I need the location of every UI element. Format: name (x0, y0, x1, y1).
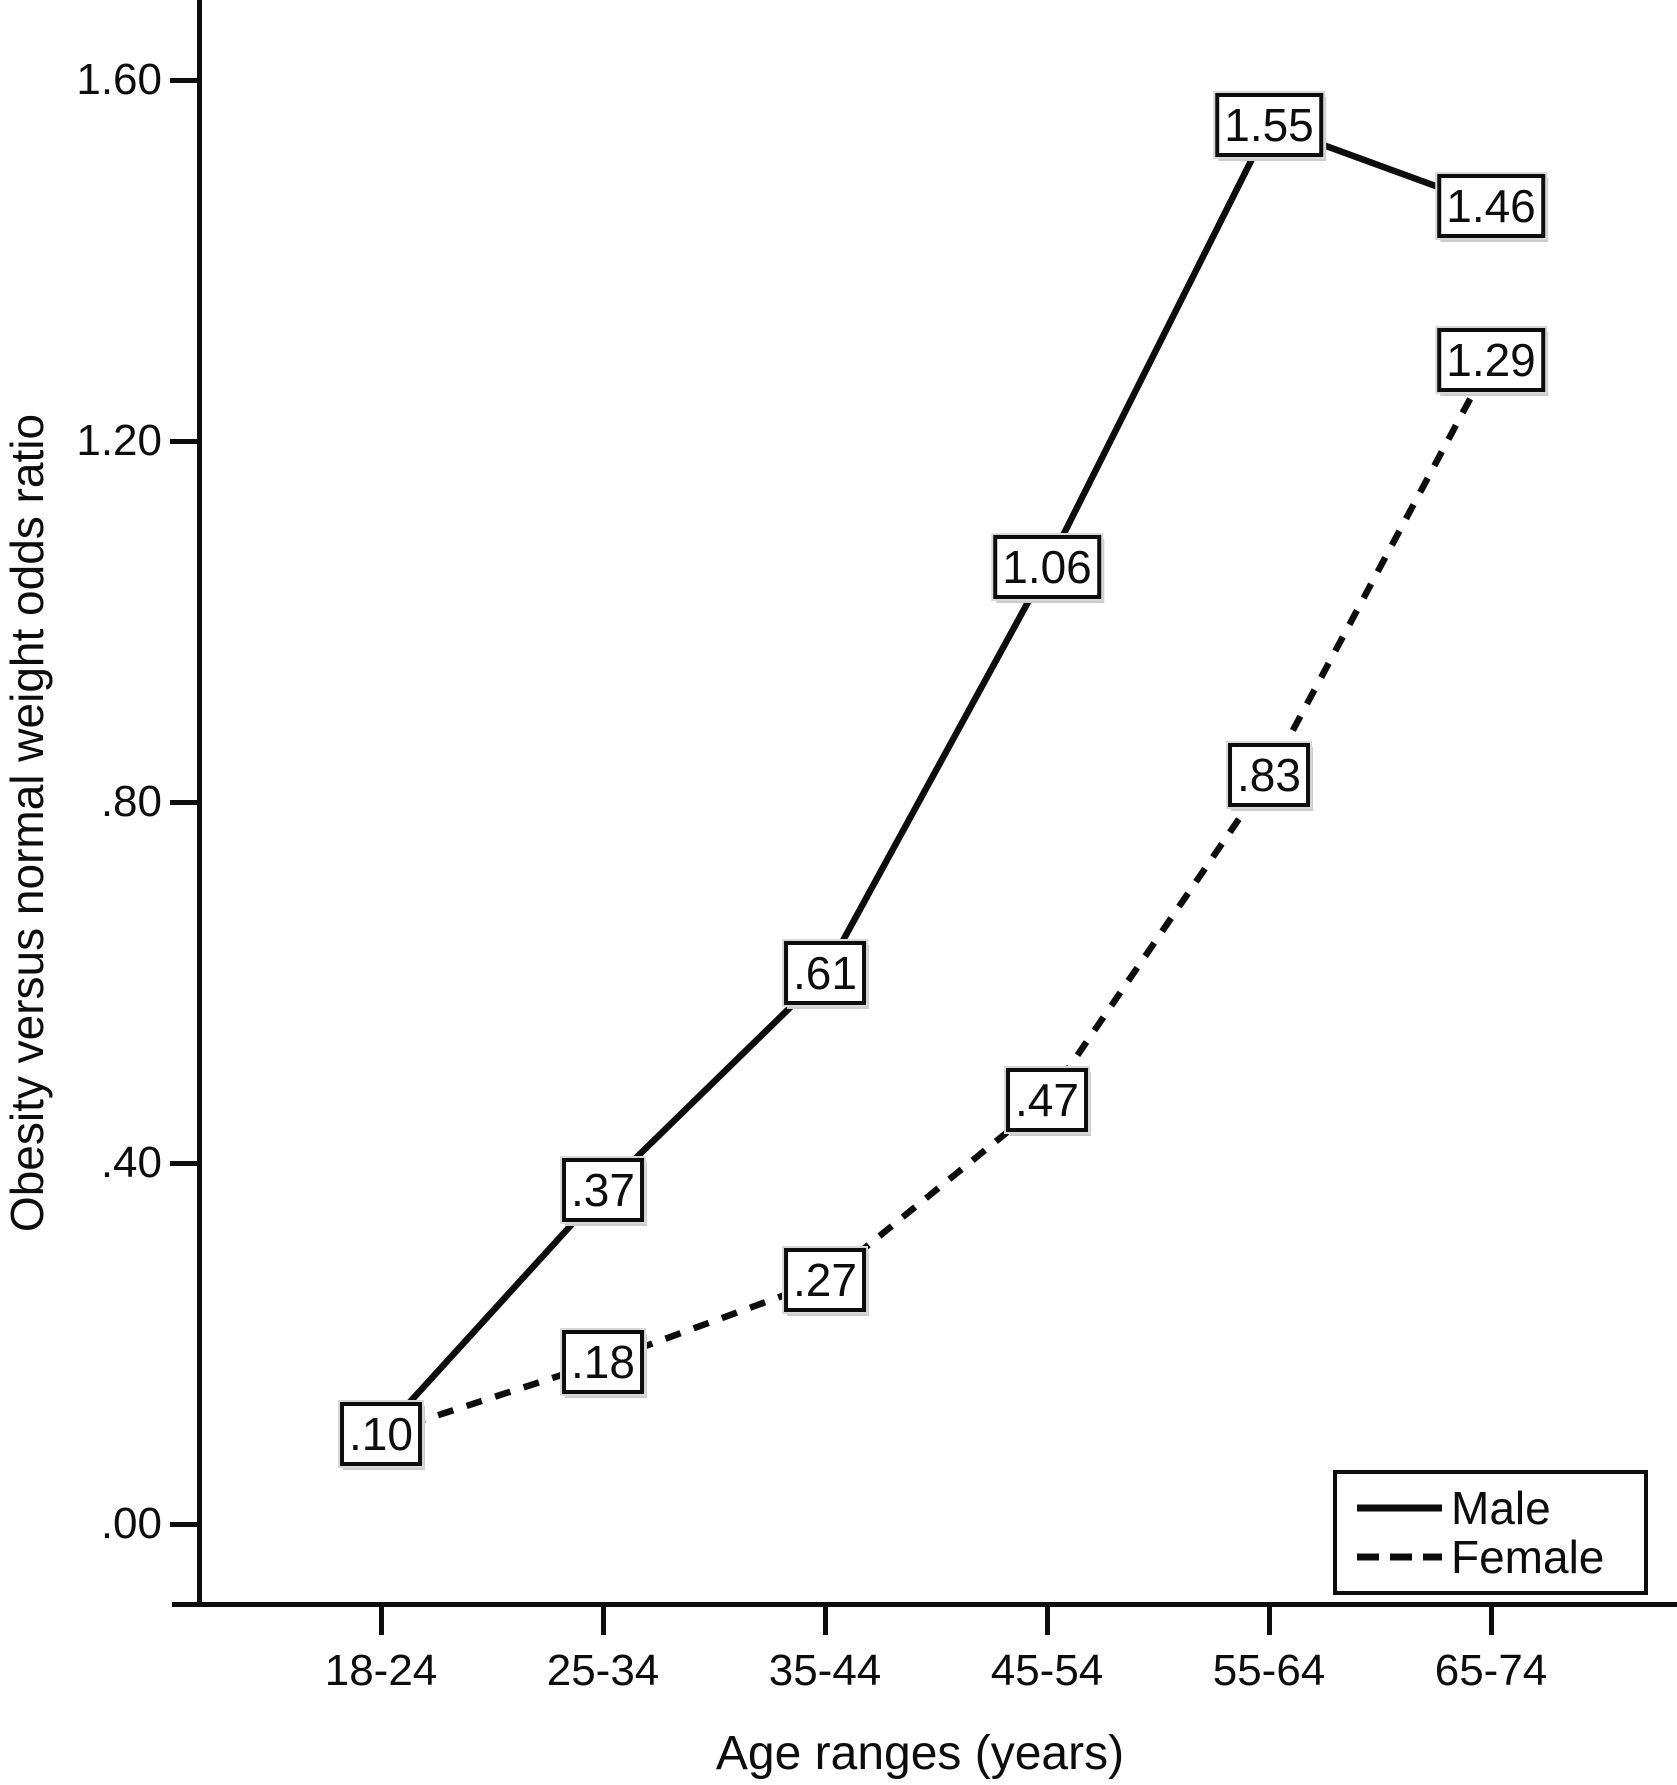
y-tick-label: .80 (100, 777, 162, 826)
y-tick-label: 1.20 (76, 416, 162, 465)
data-label-box: .18 (562, 1329, 644, 1394)
male-line (378, 121, 1493, 1436)
data-label-box: 1.06 (993, 535, 1101, 600)
data-label-box: .83 (1228, 742, 1310, 807)
data-label-box: .27 (784, 1248, 866, 1313)
y-tick (170, 1521, 198, 1527)
legend-row-female: Female (1337, 1531, 1644, 1583)
x-axis-line (172, 1602, 1677, 1607)
x-tick-label: 18-24 (324, 1646, 438, 1695)
x-tick (1044, 1607, 1050, 1635)
legend-row-male: Male (1337, 1482, 1644, 1534)
male-line-swatch (1357, 1504, 1442, 1512)
x-tick (600, 1607, 606, 1635)
y-axis-title: Obesity versus normal weight odds ratio (1, 413, 53, 1233)
x-tick-label: 35-44 (768, 1646, 882, 1695)
x-tick (378, 1607, 384, 1635)
data-label-box: .61 (784, 941, 866, 1006)
legend-label-female: Female (1451, 1531, 1605, 1583)
data-label-box: .10 (340, 1401, 422, 1466)
x-tick-label: 55-64 (1212, 1646, 1326, 1695)
x-tick (1266, 1607, 1272, 1635)
legend-label-male: Male (1451, 1482, 1551, 1534)
data-label-box: 1.55 (1215, 93, 1323, 158)
x-tick-label: 45-54 (990, 1646, 1104, 1695)
y-tick (170, 77, 198, 83)
female-line-swatch (1357, 1553, 1442, 1561)
female-line (379, 358, 1494, 1437)
y-tick-label: .40 (100, 1138, 162, 1187)
legend: Male Female (1333, 1470, 1648, 1595)
y-tick (170, 799, 198, 805)
x-axis-title: Age ranges (years) (715, 1727, 1125, 1780)
data-label-box: .37 (562, 1158, 644, 1223)
data-label-box: 1.46 (1437, 174, 1545, 239)
y-tick (170, 1160, 198, 1166)
y-axis-line (197, 0, 202, 1607)
data-label-box: .47 (1006, 1067, 1088, 1132)
data-label-box: 1.29 (1437, 327, 1545, 392)
x-tick-label: 25-34 (546, 1646, 660, 1695)
y-tick-label: .00 (100, 1499, 162, 1548)
x-tick-label: 65-74 (1434, 1646, 1548, 1695)
x-tick (822, 1607, 828, 1635)
x-tick (1488, 1607, 1494, 1635)
y-tick-label: 1.60 (76, 55, 162, 104)
y-tick (170, 438, 198, 444)
